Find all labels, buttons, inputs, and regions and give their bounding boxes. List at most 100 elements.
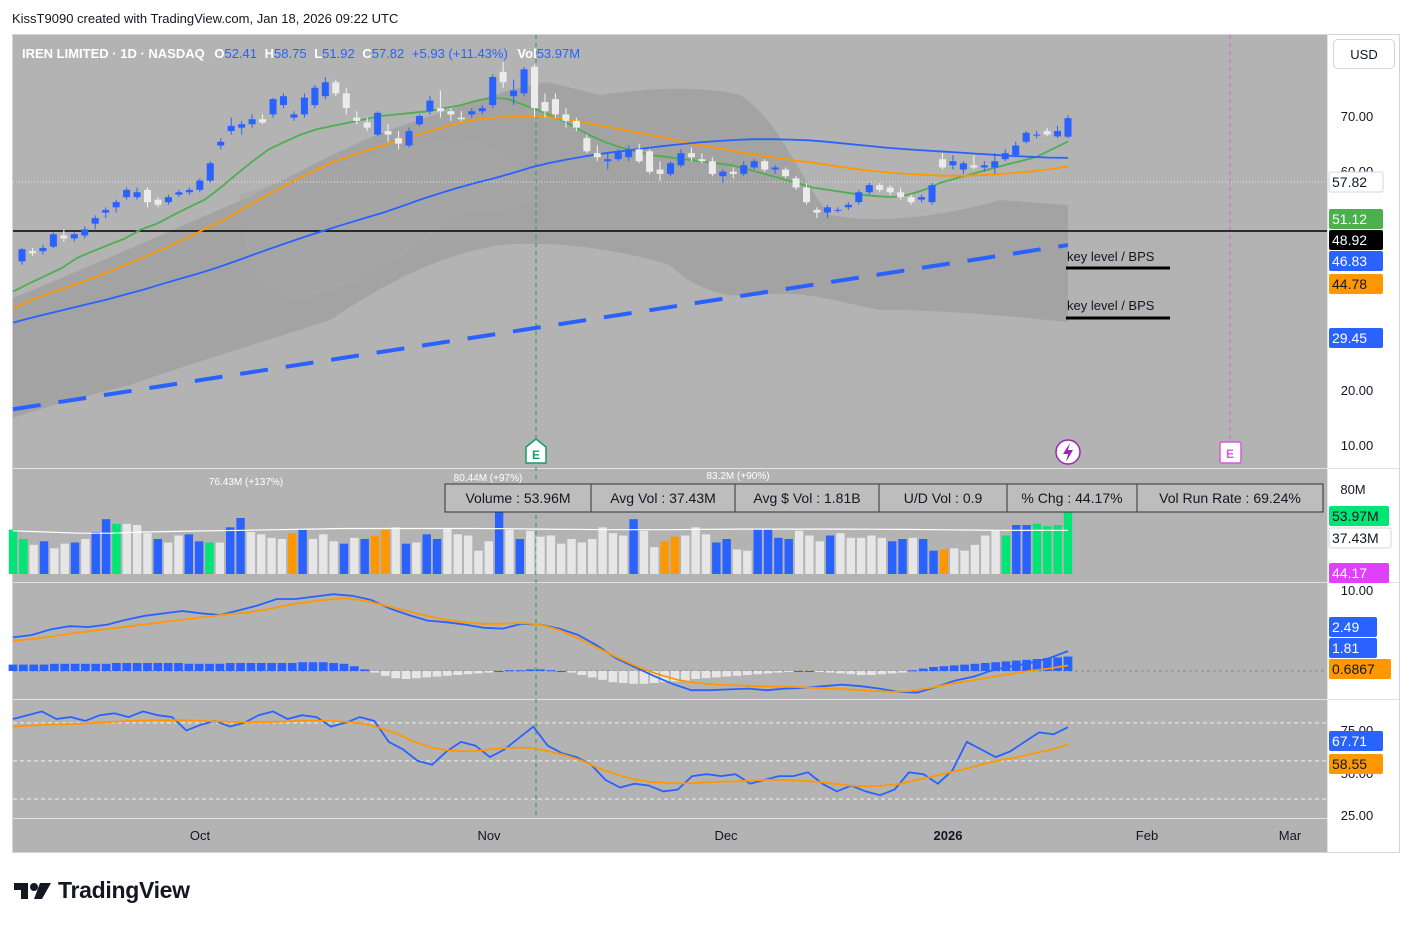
candle-body	[750, 161, 758, 168]
macd-histogram-bar	[960, 664, 969, 671]
macd-histogram-bar	[18, 664, 28, 671]
volume-bar	[174, 535, 183, 574]
volume-bar	[846, 537, 855, 574]
candle-body	[551, 99, 559, 115]
upcoming-earnings-icon[interactable]: E	[1219, 441, 1242, 464]
candle-body	[1054, 131, 1062, 137]
candle-body	[771, 167, 779, 170]
volume-bar	[1012, 525, 1021, 574]
macd-histogram-bar	[298, 662, 307, 671]
candle-body	[844, 204, 852, 208]
volume-bar	[267, 537, 276, 574]
long-trend-line[interactable]	[12, 243, 1069, 412]
macd-histogram-bar	[132, 663, 142, 671]
candle-body	[531, 66, 539, 109]
candle-body	[49, 234, 57, 247]
badge-background	[1329, 659, 1391, 679]
candle-body	[175, 192, 183, 195]
candle	[761, 159, 769, 172]
candle-body	[384, 131, 392, 135]
rsi-pane[interactable]	[13, 700, 1327, 818]
volume-bar	[981, 535, 990, 574]
candle-body	[782, 169, 790, 177]
macd-histogram-bar	[887, 671, 897, 674]
moving-average-line-2	[12, 115, 1069, 310]
candle	[583, 134, 591, 154]
macd-pane[interactable]	[13, 583, 1327, 699]
candle	[112, 199, 120, 213]
candle-body	[583, 138, 591, 152]
macd-histogram-bar	[836, 671, 845, 674]
tradingview-logo[interactable]: TradingView	[14, 877, 190, 904]
macd-histogram-bar	[763, 671, 773, 674]
candle	[991, 153, 999, 174]
volume-peak-label: 83.2M (+90%)	[706, 471, 769, 482]
macd-histogram-bar	[805, 671, 814, 672]
price-scale[interactable]	[1327, 35, 1399, 852]
candle	[949, 155, 957, 170]
candle-body	[572, 120, 580, 128]
candle	[1054, 125, 1062, 139]
moving-average-line-1	[12, 96, 1069, 293]
earnings-icon[interactable]: E	[525, 438, 547, 464]
candle	[489, 74, 497, 109]
volume-bar	[670, 536, 680, 574]
volume-bar	[184, 534, 194, 574]
currency-button[interactable]: USD	[1333, 39, 1395, 69]
candle-body	[447, 111, 455, 115]
dividend-lightning-icon[interactable]	[1055, 439, 1081, 465]
volume-bar	[763, 529, 773, 574]
stats-cell: Avg Vol : 37.43M	[610, 490, 716, 506]
candle	[562, 108, 570, 128]
volume-bar	[1043, 526, 1052, 574]
candle-body	[133, 192, 141, 198]
volume-bar	[629, 519, 638, 574]
macd-histogram-bar	[225, 663, 235, 671]
volume-bar	[288, 533, 297, 574]
macd-histogram-bar	[618, 671, 628, 683]
candle	[353, 111, 361, 125]
moving-average-line-3	[12, 138, 1069, 324]
badge-background	[1329, 230, 1383, 250]
price-axis-badge: 51.12	[1329, 209, 1383, 229]
candle	[980, 161, 988, 172]
volume-bar	[339, 543, 349, 574]
badge-background	[1329, 617, 1377, 637]
candle	[1022, 131, 1030, 144]
macd-histogram-bar	[153, 663, 163, 671]
macd-histogram-bar	[101, 663, 111, 671]
candle-body	[1022, 132, 1030, 142]
candle	[238, 120, 246, 135]
candle	[886, 185, 894, 195]
volume-bar	[950, 548, 959, 574]
volume-bar	[805, 535, 814, 574]
candle-body	[792, 178, 800, 188]
candle	[70, 232, 78, 242]
stats-cell: U/D Vol : 0.9	[904, 490, 983, 506]
macd-histogram-bar	[174, 663, 183, 671]
candle-body	[949, 161, 957, 166]
candle	[436, 90, 444, 118]
price-axis-badge: 37.43M	[1328, 527, 1392, 549]
time-axis[interactable]	[13, 818, 1327, 852]
price-axis-badge: 2.49	[1329, 617, 1377, 637]
volume-bar	[381, 529, 390, 574]
macd-histogram-bar	[112, 663, 121, 671]
candle	[81, 226, 89, 239]
candle	[625, 145, 633, 162]
candle-body	[656, 169, 664, 174]
candle-body	[405, 131, 413, 146]
candle	[311, 84, 319, 109]
badge-label: 37.43M	[1332, 530, 1379, 546]
candle	[635, 143, 643, 164]
candle-body	[196, 180, 204, 190]
candle-body	[70, 234, 78, 239]
candle-body	[143, 189, 152, 203]
symbol-name: IREN LIMITED · 1D · NASDAQ	[22, 46, 205, 61]
candle	[646, 149, 654, 174]
candle	[1043, 127, 1051, 137]
candle-body	[520, 69, 528, 94]
candle-body	[478, 108, 486, 112]
volume-bar	[319, 534, 328, 574]
